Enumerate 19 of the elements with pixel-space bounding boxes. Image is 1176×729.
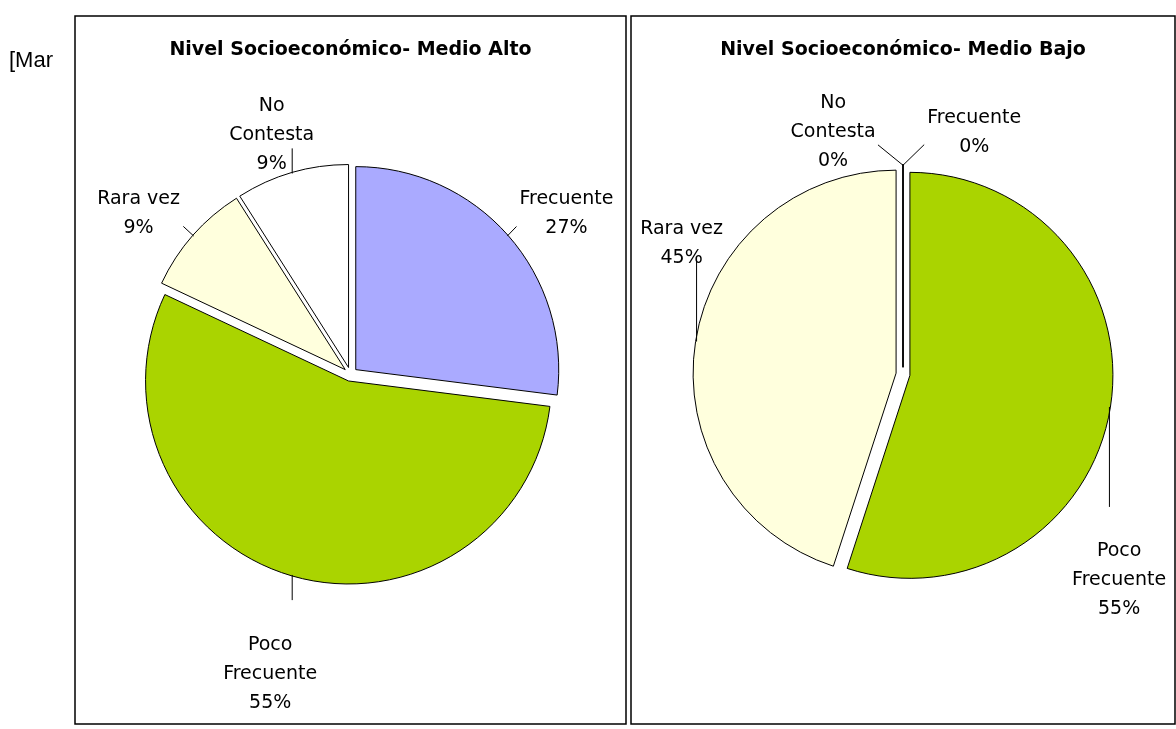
text: 0% xyxy=(959,133,990,156)
slice-label: No Contesta xyxy=(229,92,315,144)
slice-label: Poco Frecuente xyxy=(1072,538,1167,590)
slice-label: Rara vez xyxy=(640,216,723,239)
data-label: 45% xyxy=(660,245,703,268)
slice-label: Rara vez xyxy=(97,186,180,209)
slice-label: Frecuente xyxy=(519,186,614,209)
category-label: No Contesta xyxy=(790,90,876,142)
text: [Mar xyxy=(9,47,53,72)
category-label: Frecuente xyxy=(927,104,1022,127)
data-label: 27% xyxy=(545,215,588,238)
chart-title: Nivel Socioeconómico- Medio Bajo xyxy=(720,37,1086,59)
slice-label: Poco Frecuente xyxy=(223,631,318,683)
text: 0% xyxy=(818,148,849,171)
data-label: 9% xyxy=(123,215,154,238)
chart-title: Nivel Socioeconómico- Medio Alto xyxy=(169,37,532,59)
data-label: 55% xyxy=(249,689,292,712)
data-label: 9% xyxy=(256,150,287,173)
data-label: 55% xyxy=(1098,596,1141,619)
